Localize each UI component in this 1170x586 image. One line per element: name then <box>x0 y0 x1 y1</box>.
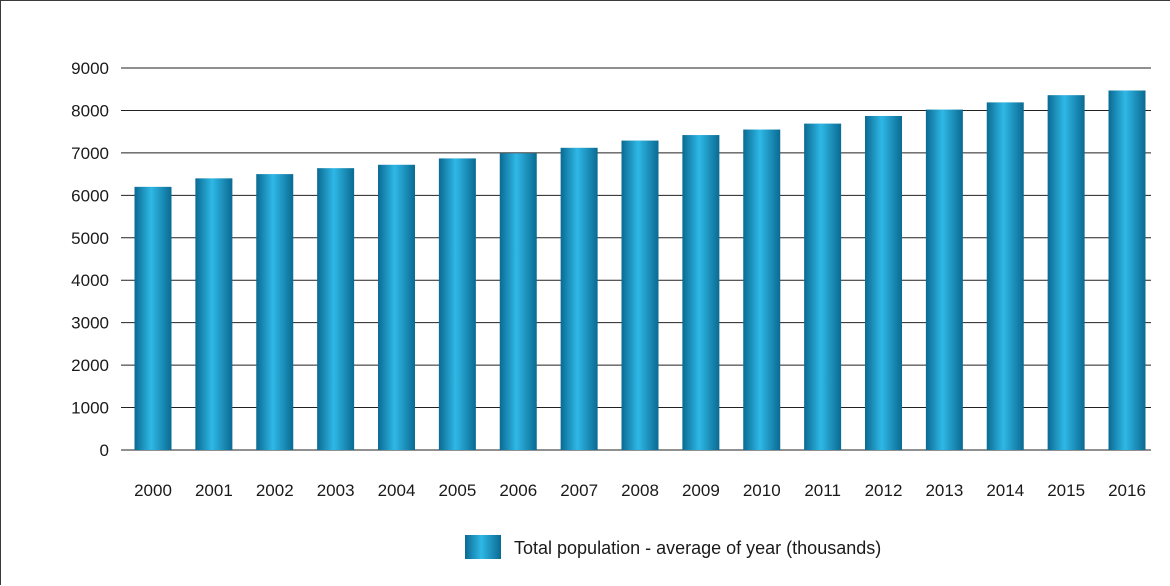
bar-2000 <box>134 186 172 450</box>
bar-2012 <box>865 115 902 450</box>
bar-2011 <box>804 123 842 450</box>
y-tick-label: 4000 <box>71 271 109 290</box>
x-tick-label: 2003 <box>317 481 355 500</box>
y-tick-label: 1000 <box>71 399 109 418</box>
x-tick-label: 2011 <box>804 481 841 500</box>
y-tick-label: 2000 <box>71 356 109 375</box>
bar-2009 <box>682 135 720 450</box>
bar-2014 <box>986 102 1024 450</box>
legend: Total population - average of year (thou… <box>465 535 881 559</box>
bar-2001 <box>195 178 233 450</box>
x-tick-label: 2006 <box>499 481 537 500</box>
x-tick-label: 2002 <box>256 481 294 500</box>
x-tick-label: 2004 <box>378 481 416 500</box>
y-tick-label: 3000 <box>71 314 109 333</box>
y-tick-label: 6000 <box>71 186 109 205</box>
bar-2013 <box>925 109 963 451</box>
bar-2008 <box>621 140 659 450</box>
bar-2002 <box>256 174 294 450</box>
bars <box>134 90 1146 451</box>
y-axis-tick-labels: 0 1000 2000 3000 4000 5000 6000 7000 8000 9000 <box>71 59 109 460</box>
bar-2016 <box>1108 90 1146 451</box>
x-tick-label: 2010 <box>743 481 781 500</box>
x-tick-label: 2009 <box>682 481 720 500</box>
bar-2004 <box>378 164 415 451</box>
y-tick-label: 8000 <box>71 101 109 120</box>
bar-2003 <box>317 168 355 450</box>
x-tick-label: 2008 <box>621 481 659 500</box>
bar-2006 <box>499 153 537 450</box>
x-axis-tick-labels: 2000 2001 2002 2003 2004 2005 2006 2007 2008 2009… <box>134 481 1146 500</box>
x-tick-label: 2013 <box>925 481 963 500</box>
y-tick-label: 9000 <box>71 59 109 78</box>
x-tick-label: 2001 <box>195 481 233 500</box>
bar-2005 <box>438 158 476 450</box>
bar-2015 <box>1047 95 1085 451</box>
y-tick-label: 7000 <box>71 144 109 163</box>
legend-swatch <box>465 535 501 559</box>
x-tick-label: 2005 <box>438 481 476 500</box>
y-tick-label: 5000 <box>71 229 109 248</box>
x-tick-label: 2000 <box>134 481 172 500</box>
x-tick-label: 2012 <box>865 481 903 500</box>
x-tick-label: 2007 <box>560 481 598 500</box>
x-tick-label: 2016 <box>1108 481 1146 500</box>
bar-2007 <box>560 147 598 450</box>
y-tick-label: 0 <box>100 441 109 460</box>
x-tick-label: 2015 <box>1047 481 1085 500</box>
bar-2010 <box>743 129 781 451</box>
x-tick-label: 2014 <box>986 481 1024 500</box>
legend-label: Total population - average of year (thou… <box>514 538 881 558</box>
